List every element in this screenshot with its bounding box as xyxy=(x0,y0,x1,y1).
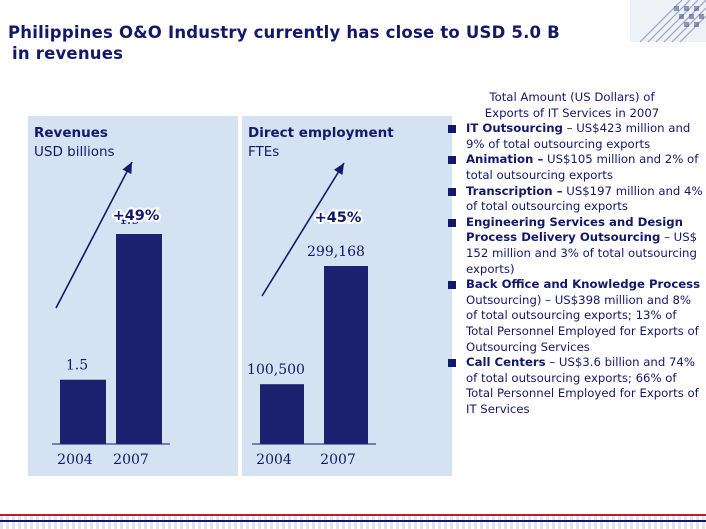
exports-item-detail: – US$423 million and 9% of total outsour… xyxy=(466,121,691,151)
page-title: Philippines O&O Industry currently has c… xyxy=(8,22,628,64)
category-tick-label: 2007 xyxy=(113,452,149,468)
category-tick-label: 2004 xyxy=(57,452,93,468)
exports-item-category: IT Outsourcing xyxy=(466,121,563,136)
exports-list: IT Outsourcing – US$423 million and 9% o… xyxy=(438,121,706,417)
bullet-marker xyxy=(448,281,456,290)
revenues-chart-title: Revenues USD billions xyxy=(34,124,115,162)
exports-heading: Total Amount (US Dollars) of Exports of … xyxy=(438,90,706,121)
growth-arrow-head xyxy=(122,162,132,175)
exports-heading-line-2: Exports of IT Services in 2007 xyxy=(484,105,660,120)
exports-list-item: Engineering Services and Design Process … xyxy=(438,215,706,277)
exports-item-category: Transcription – xyxy=(466,183,563,198)
title-line-2: in revenues xyxy=(12,44,124,63)
employment-title-bold: Direct employment xyxy=(248,125,394,141)
exports-list-item: Call Centers – US$3.6 billion and 74% of… xyxy=(438,355,706,417)
growth-percentage-label: +49% xyxy=(113,208,160,224)
bullet-marker xyxy=(448,359,456,368)
bullet-marker xyxy=(448,218,456,227)
bar xyxy=(60,379,106,444)
revenues-title-unit: USD billions xyxy=(34,144,115,160)
exports-item-category: Engineering Services and Design Process … xyxy=(466,214,683,245)
bullet-marker xyxy=(448,156,456,165)
growth-arrow-line xyxy=(55,161,133,309)
exports-summary: Total Amount (US Dollars) of Exports of … xyxy=(438,90,706,417)
bar xyxy=(116,234,162,444)
exports-list-item: Back Office and Knowledge Process Outsou… xyxy=(438,277,706,355)
exports-item-detail: – US$3.6 billion and 74% of total outsou… xyxy=(466,355,699,416)
exports-item-category: Back Office and Knowledge Process xyxy=(466,277,701,292)
exports-item-detail: US$197 million and 4% of total outsourci… xyxy=(466,183,703,214)
bullet-marker xyxy=(448,187,456,196)
growth-arrow-line xyxy=(261,162,345,297)
bar-value-label: 1.5 xyxy=(66,358,88,374)
bar xyxy=(260,384,304,444)
exports-list-item: Transcription – US$197 million and 4% of… xyxy=(438,184,706,215)
bar-value-label: 299,168 xyxy=(307,244,365,260)
growth-arrow-head xyxy=(333,163,344,175)
category-tick-label: 2004 xyxy=(256,452,292,468)
exports-item-category: Animation – xyxy=(466,152,544,167)
bullet-marker xyxy=(448,125,456,134)
exports-list-item: IT Outsourcing – US$423 million and 9% o… xyxy=(438,121,706,152)
employment-title-unit: FTEs xyxy=(248,144,280,160)
bar-value-label: 100,500 xyxy=(247,362,305,378)
footer-blue-line xyxy=(0,520,706,522)
growth-percentage-label: +45% xyxy=(315,210,362,226)
corner-logo-graphic xyxy=(630,0,706,42)
footer-red-line xyxy=(0,514,706,516)
exports-item-category: Call Centers xyxy=(466,355,546,370)
bar-value-label: 4.9 xyxy=(118,212,140,228)
exports-item-detail: Outsourcing) – US$398 million and 8% of … xyxy=(466,292,699,354)
category-tick-label: 2007 xyxy=(320,452,356,468)
exports-item-detail: – US$ 152 million and 3% of total outsou… xyxy=(466,230,698,276)
employment-chart-title: Direct employment FTEs xyxy=(248,124,394,162)
exports-heading-line-1: Total Amount (US Dollars) of xyxy=(489,90,655,104)
title-line-1: Philippines O&O Industry currently has c… xyxy=(8,23,560,42)
exports-list-item: Animation – US$105 million and 2% of tot… xyxy=(438,152,706,183)
exports-item-detail: US$105 million and 2% of total outsourci… xyxy=(466,152,699,182)
bar xyxy=(324,266,368,444)
revenues-title-bold: Revenues xyxy=(34,125,108,141)
